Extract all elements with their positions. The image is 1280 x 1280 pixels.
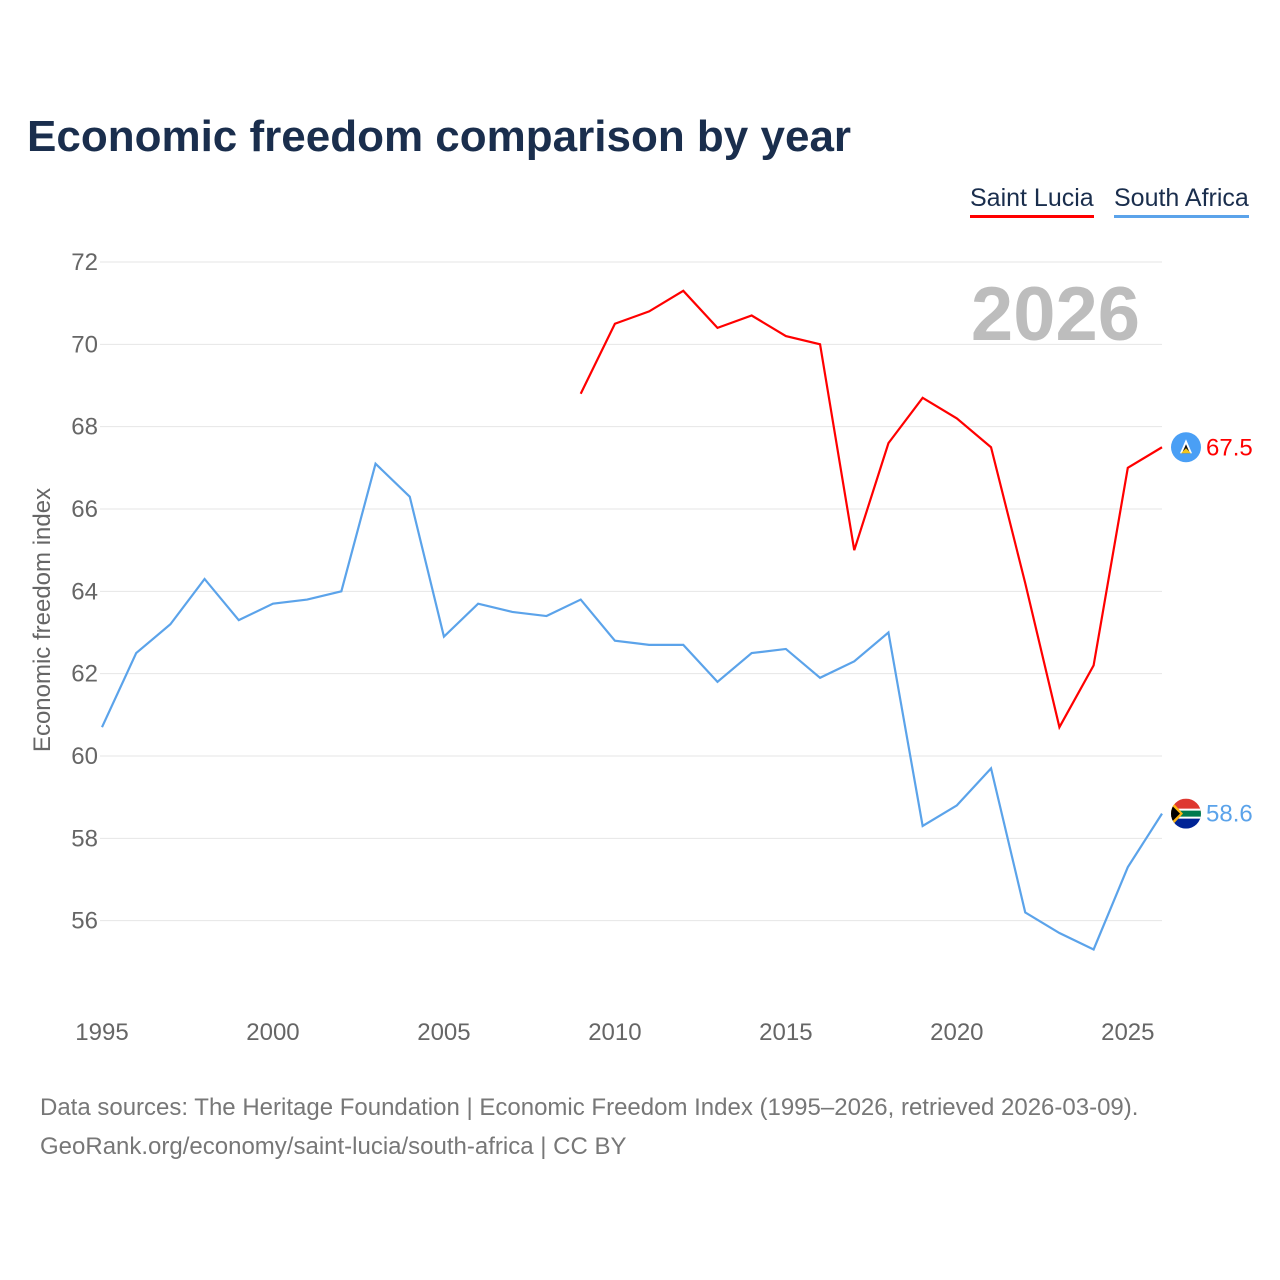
year-watermark: 2026 (971, 272, 1140, 357)
y-tick-label: 68 (71, 414, 98, 441)
y-tick-label: 70 (71, 331, 98, 358)
saint-lucia-flag-icon (1171, 432, 1201, 463)
end-value-label: 67.5 (1206, 434, 1253, 461)
legend-south-africa[interactable]: South Africa (1114, 184, 1249, 218)
y-axis-label: Economic freedom index (29, 488, 56, 752)
y-tick-label: 62 (71, 661, 98, 688)
x-tick-label: 2010 (588, 1019, 641, 1046)
source-line-2: GeoRank.org/economy/saint-lucia/south-af… (40, 1133, 627, 1160)
end-value-label: 58.6 (1206, 801, 1253, 828)
y-tick-label: 56 (71, 908, 98, 935)
y-tick-label: 72 (71, 249, 98, 276)
series-line-south-africa (101, 461, 1163, 951)
x-tick-label: 2005 (417, 1019, 470, 1046)
y-tick-label: 64 (71, 578, 98, 605)
y-tick-label: 58 (71, 825, 98, 852)
y-tick-label: 66 (71, 496, 98, 523)
series-line-saint-lucia (579, 289, 1163, 731)
chart-title: Economic freedom comparison by year (27, 112, 852, 161)
x-tick-label: 2020 (930, 1019, 983, 1046)
x-tick-label: 2000 (246, 1019, 299, 1046)
legend-saint-lucia[interactable]: Saint Lucia (970, 184, 1094, 218)
source-note: Data sources: The Heritage Foundation | … (40, 1088, 1138, 1166)
x-tick-label: 2025 (1101, 1019, 1154, 1046)
x-tick-label: 2015 (759, 1019, 812, 1046)
y-tick-label: 60 (71, 743, 98, 770)
south-africa-flag-icon (1171, 798, 1201, 829)
x-tick-label: 1995 (75, 1019, 128, 1046)
source-line-1: Data sources: The Heritage Foundation | … (40, 1094, 1139, 1121)
